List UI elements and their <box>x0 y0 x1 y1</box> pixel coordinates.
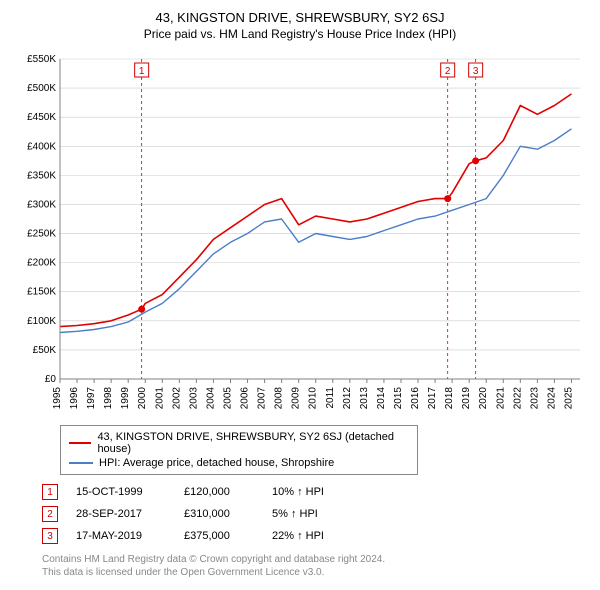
svg-text:2016: 2016 <box>410 387 421 410</box>
svg-text:2024: 2024 <box>546 387 557 410</box>
svg-text:2005: 2005 <box>222 387 233 410</box>
svg-text:2020: 2020 <box>478 387 489 410</box>
svg-text:1999: 1999 <box>120 387 131 410</box>
legend-item: 43, KINGSTON DRIVE, SHREWSBURY, SY2 6SJ … <box>69 430 409 456</box>
svg-text:£450K: £450K <box>27 112 56 123</box>
event-pct: 10% ↑ HPI <box>272 486 362 498</box>
svg-text:2004: 2004 <box>205 387 216 410</box>
svg-text:2002: 2002 <box>171 387 182 410</box>
svg-text:2021: 2021 <box>495 387 506 410</box>
event-pct: 5% ↑ HPI <box>272 508 362 520</box>
svg-text:2000: 2000 <box>137 387 148 410</box>
svg-text:2015: 2015 <box>393 387 404 410</box>
svg-text:2003: 2003 <box>188 387 199 410</box>
event-row: 1 15-OCT-1999 £120,000 10% ↑ HPI <box>42 481 588 503</box>
svg-text:£50K: £50K <box>33 345 57 356</box>
svg-text:2014: 2014 <box>376 387 387 410</box>
svg-text:2: 2 <box>445 66 451 77</box>
svg-text:£250K: £250K <box>27 229 56 240</box>
svg-text:£500K: £500K <box>27 83 56 94</box>
svg-text:£350K: £350K <box>27 170 56 181</box>
license-line: This data is licensed under the Open Gov… <box>42 566 588 579</box>
legend-label: 43, KINGSTON DRIVE, SHREWSBURY, SY2 6SJ … <box>97 431 409 455</box>
svg-text:2018: 2018 <box>444 387 455 410</box>
svg-text:1995: 1995 <box>52 387 63 410</box>
event-number-box: 1 <box>42 484 58 500</box>
svg-text:2009: 2009 <box>291 387 302 410</box>
svg-text:2013: 2013 <box>359 387 370 410</box>
event-price: £375,000 <box>184 530 254 542</box>
svg-text:1997: 1997 <box>86 387 97 410</box>
svg-text:2017: 2017 <box>427 387 438 410</box>
svg-text:£150K: £150K <box>27 287 56 298</box>
chart-subtitle: Price paid vs. HM Land Registry's House … <box>12 27 588 41</box>
event-table: 1 15-OCT-1999 £120,000 10% ↑ HPI 2 28-SE… <box>42 481 588 547</box>
event-price: £120,000 <box>184 486 254 498</box>
svg-text:1996: 1996 <box>69 387 80 410</box>
svg-text:2010: 2010 <box>308 387 319 410</box>
svg-text:£0: £0 <box>45 374 57 385</box>
svg-text:£100K: £100K <box>27 316 56 327</box>
event-number-box: 3 <box>42 528 58 544</box>
legend-swatch <box>69 442 91 444</box>
svg-text:2012: 2012 <box>342 387 353 410</box>
svg-text:£200K: £200K <box>27 258 56 269</box>
svg-text:£550K: £550K <box>27 54 56 65</box>
license-line: Contains HM Land Registry data © Crown c… <box>42 553 588 566</box>
license-text: Contains HM Land Registry data © Crown c… <box>42 553 588 579</box>
chart-svg: £0 £50K £100K £150K £200K £250K £300K £350K £400… <box>12 49 588 419</box>
legend-label: HPI: Average price, detached house, Shro… <box>99 457 334 469</box>
svg-text:2023: 2023 <box>529 387 540 410</box>
svg-text:£300K: £300K <box>27 199 56 210</box>
svg-text:1998: 1998 <box>103 387 114 410</box>
event-date: 15-OCT-1999 <box>76 486 166 498</box>
chart-title: 43, KINGSTON DRIVE, SHREWSBURY, SY2 6SJ <box>12 10 588 25</box>
svg-text:1: 1 <box>139 66 145 77</box>
svg-text:2025: 2025 <box>563 387 574 410</box>
svg-text:2001: 2001 <box>154 387 165 410</box>
legend: 43, KINGSTON DRIVE, SHREWSBURY, SY2 6SJ … <box>60 425 418 475</box>
svg-text:2008: 2008 <box>274 387 285 410</box>
svg-text:2006: 2006 <box>240 387 251 410</box>
event-row: 2 28-SEP-2017 £310,000 5% ↑ HPI <box>42 503 588 525</box>
svg-text:2011: 2011 <box>325 387 336 409</box>
event-row: 3 17-MAY-2019 £375,000 22% ↑ HPI <box>42 525 588 547</box>
svg-text:2022: 2022 <box>512 387 523 410</box>
event-number-box: 2 <box>42 506 58 522</box>
svg-text:2019: 2019 <box>461 387 472 410</box>
svg-text:£400K: £400K <box>27 141 56 152</box>
svg-text:2007: 2007 <box>257 387 268 410</box>
event-date: 28-SEP-2017 <box>76 508 166 520</box>
event-date: 17-MAY-2019 <box>76 530 166 542</box>
svg-text:3: 3 <box>473 66 479 77</box>
event-pct: 22% ↑ HPI <box>272 530 362 542</box>
event-price: £310,000 <box>184 508 254 520</box>
legend-swatch <box>69 462 93 464</box>
container: 43, KINGSTON DRIVE, SHREWSBURY, SY2 6SJ … <box>0 0 600 587</box>
legend-item: HPI: Average price, detached house, Shro… <box>69 456 409 470</box>
chart: £0 £50K £100K £150K £200K £250K £300K £350K £400… <box>12 49 588 419</box>
